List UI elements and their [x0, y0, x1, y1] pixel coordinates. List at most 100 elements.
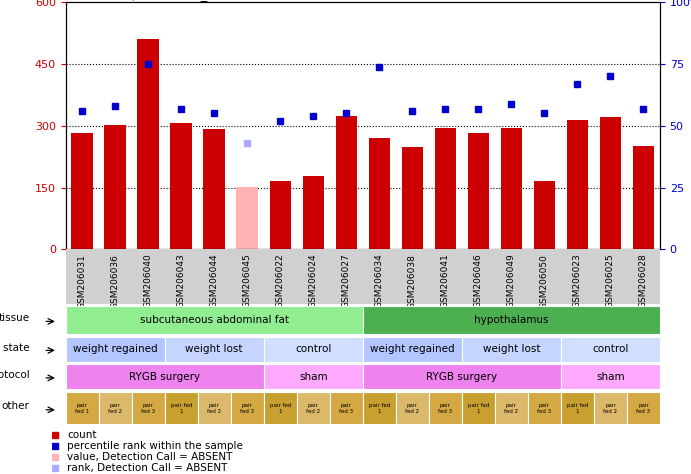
- Bar: [594, 392, 627, 425]
- Text: other: other: [1, 401, 30, 411]
- Bar: [66, 306, 363, 334]
- Text: weight regained: weight regained: [370, 344, 455, 354]
- Text: control: control: [592, 344, 629, 354]
- Text: RYGB surgery: RYGB surgery: [426, 372, 498, 382]
- Text: count: count: [67, 430, 97, 440]
- Bar: [401, 147, 423, 249]
- Text: GSM206036: GSM206036: [111, 254, 120, 309]
- Text: GDS2956 / 1382290_at: GDS2956 / 1382290_at: [66, 0, 220, 1]
- Bar: [198, 392, 231, 425]
- Bar: [164, 392, 198, 425]
- Text: GSM206024: GSM206024: [309, 254, 318, 308]
- Text: pair
fed 3: pair fed 3: [636, 403, 650, 413]
- Bar: [99, 392, 132, 425]
- Text: GSM206023: GSM206023: [573, 254, 582, 309]
- Text: pair
fed 3: pair fed 3: [538, 403, 551, 413]
- Bar: [66, 337, 164, 362]
- Bar: [138, 39, 159, 249]
- Text: pair
fed 1: pair fed 1: [75, 403, 89, 413]
- Bar: [264, 337, 363, 362]
- Bar: [633, 146, 654, 249]
- Bar: [528, 392, 561, 425]
- Text: GSM206028: GSM206028: [639, 254, 648, 309]
- Text: pair
fed 2: pair fed 2: [306, 403, 321, 413]
- Bar: [236, 187, 258, 249]
- Text: tissue: tissue: [0, 313, 30, 323]
- Text: disease state: disease state: [0, 343, 30, 353]
- Text: GSM206034: GSM206034: [375, 254, 384, 309]
- Bar: [231, 392, 264, 425]
- Bar: [495, 392, 528, 425]
- Text: pair
fed 3: pair fed 3: [339, 403, 353, 413]
- Text: rank, Detection Call = ABSENT: rank, Detection Call = ABSENT: [67, 464, 227, 474]
- Bar: [462, 392, 495, 425]
- Bar: [264, 392, 296, 425]
- Bar: [66, 392, 99, 425]
- Bar: [363, 306, 660, 334]
- Bar: [330, 392, 363, 425]
- Bar: [171, 123, 192, 249]
- Bar: [396, 392, 429, 425]
- Text: pair fed
1: pair fed 1: [368, 403, 390, 413]
- Text: protocol: protocol: [0, 370, 30, 380]
- Text: GSM206031: GSM206031: [77, 254, 86, 309]
- Bar: [66, 364, 264, 389]
- Text: sham: sham: [299, 372, 328, 382]
- Text: GSM206025: GSM206025: [606, 254, 615, 309]
- Text: pair
fed 2: pair fed 2: [504, 403, 518, 413]
- Text: GSM206041: GSM206041: [441, 254, 450, 309]
- Text: pair
fed 3: pair fed 3: [438, 403, 453, 413]
- Bar: [468, 133, 489, 249]
- Text: pair fed
1: pair fed 1: [468, 403, 489, 413]
- Text: control: control: [295, 344, 332, 354]
- Bar: [336, 117, 357, 249]
- Bar: [132, 392, 164, 425]
- Bar: [627, 392, 660, 425]
- Text: GSM206044: GSM206044: [209, 254, 219, 308]
- Text: RYGB surgery: RYGB surgery: [129, 372, 200, 382]
- Bar: [368, 138, 390, 249]
- Bar: [164, 337, 264, 362]
- Bar: [429, 392, 462, 425]
- Text: GSM206046: GSM206046: [474, 254, 483, 309]
- Text: GSM206040: GSM206040: [144, 254, 153, 309]
- Bar: [600, 117, 621, 249]
- Bar: [363, 392, 396, 425]
- Text: sham: sham: [596, 372, 625, 382]
- Text: pair
fed 2: pair fed 2: [207, 403, 221, 413]
- Bar: [561, 364, 660, 389]
- Text: GSM206022: GSM206022: [276, 254, 285, 308]
- Text: GSM206043: GSM206043: [177, 254, 186, 309]
- Text: pair fed
1: pair fed 1: [171, 403, 192, 413]
- Bar: [462, 337, 561, 362]
- Text: percentile rank within the sample: percentile rank within the sample: [67, 441, 243, 451]
- Text: GSM206050: GSM206050: [540, 254, 549, 309]
- Text: pair
fed 3: pair fed 3: [240, 403, 254, 413]
- Bar: [561, 392, 594, 425]
- Text: GSM206038: GSM206038: [408, 254, 417, 309]
- Bar: [104, 125, 126, 249]
- Bar: [71, 133, 93, 249]
- Text: subcutaneous abdominal fat: subcutaneous abdominal fat: [140, 315, 289, 325]
- Bar: [264, 364, 363, 389]
- Text: hypothalamus: hypothalamus: [474, 315, 549, 325]
- Bar: [296, 392, 330, 425]
- Bar: [363, 337, 462, 362]
- Text: pair fed
1: pair fed 1: [269, 403, 291, 413]
- Text: GSM206049: GSM206049: [507, 254, 516, 309]
- Bar: [435, 128, 456, 249]
- Text: pair
fed 2: pair fed 2: [405, 403, 419, 413]
- Bar: [567, 119, 588, 249]
- Bar: [269, 182, 291, 249]
- Text: weight regained: weight regained: [73, 344, 158, 354]
- Bar: [533, 181, 555, 249]
- Bar: [561, 337, 660, 362]
- Bar: [203, 129, 225, 249]
- Text: pair
fed 2: pair fed 2: [108, 403, 122, 413]
- Text: pair fed
1: pair fed 1: [567, 403, 588, 413]
- Text: weight lost: weight lost: [185, 344, 243, 354]
- Text: weight lost: weight lost: [482, 344, 540, 354]
- Bar: [303, 176, 324, 249]
- Text: value, Detection Call = ABSENT: value, Detection Call = ABSENT: [67, 452, 232, 462]
- Text: GSM206045: GSM206045: [243, 254, 252, 309]
